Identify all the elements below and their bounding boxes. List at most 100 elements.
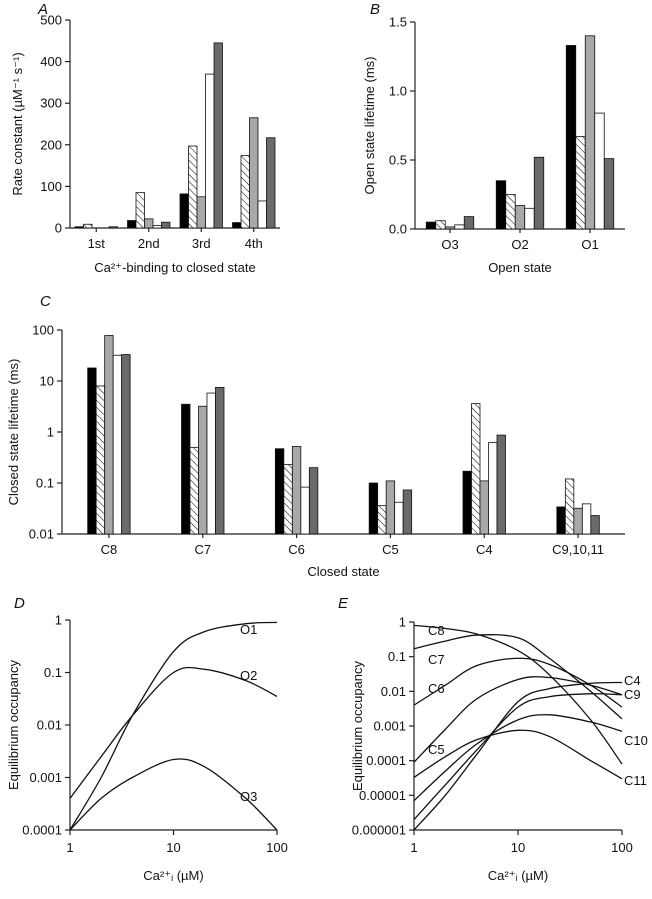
curve-label-o3: O3 xyxy=(240,789,257,804)
x-tick-label: C8 xyxy=(101,542,118,557)
bar-c-C8-s1 xyxy=(87,367,97,535)
x-tick-label: 1 xyxy=(410,840,417,855)
y-tick-label: 300 xyxy=(40,96,62,111)
bar-b-O2-s5 xyxy=(533,156,545,230)
curve-label-c4: C4 xyxy=(624,673,641,688)
panel-label: B xyxy=(370,1,380,18)
bar-c-C91011-s1 xyxy=(556,506,566,535)
curve-label-o1: O1 xyxy=(240,622,257,637)
bar-c-C91011-s5 xyxy=(590,515,600,535)
curve-c8 xyxy=(413,624,623,765)
curve-c5 xyxy=(413,676,623,763)
y-tick-label: 0.01 xyxy=(29,527,54,542)
curve-label-c5: C5 xyxy=(428,742,445,757)
x-tick-label: C4 xyxy=(476,542,493,557)
y-tick-label: 0.0001 xyxy=(366,753,406,768)
bar-c-C5-s1 xyxy=(368,482,379,535)
bar-a-3rd-s1 xyxy=(179,193,189,229)
x-axis-label: Ca²⁺ᵢ (µM) xyxy=(488,868,548,883)
x-tick-label: 100 xyxy=(611,840,633,855)
curve-o3 xyxy=(69,758,278,831)
y-tick-label: 1 xyxy=(399,615,406,630)
y-tick-label: 400 xyxy=(40,54,62,69)
curve-c10 xyxy=(413,714,623,802)
bar-b-O2-s3 xyxy=(514,205,526,230)
bar-b-O1-s4 xyxy=(594,112,605,230)
bar-c-C4-s1 xyxy=(462,470,472,535)
y-tick-label: 0.001 xyxy=(29,770,62,785)
bar-c-C7-s2 xyxy=(189,446,199,535)
bar-a-2nd-s3 xyxy=(144,218,154,229)
panel-label: A xyxy=(37,1,48,18)
x-tick-label: 2nd xyxy=(138,236,160,251)
bar-c-C4-s5 xyxy=(496,434,506,535)
bar-a-4th-s2 xyxy=(240,155,250,229)
bar-c-C5-s3 xyxy=(385,480,396,535)
x-tick-label: 100 xyxy=(266,840,288,855)
y-tick-label: 1 xyxy=(55,613,62,628)
panel-e-closed-occupancy-chart: E 0.000001 0.00001 0.0001 0.001 0.01 0.1 1 Equil… xyxy=(338,595,648,883)
curve-label-c7: C7 xyxy=(428,652,445,667)
y-tick-label: 1.5 xyxy=(389,15,407,30)
curve-label-c9: C9 xyxy=(624,687,641,702)
y-tick-label: 1.0 xyxy=(389,84,407,99)
x-axis-label: Closed state xyxy=(307,564,379,579)
bar-b-O3-s4 xyxy=(454,224,465,230)
x-tick-label: 3rd xyxy=(192,236,211,251)
x-axis-label: Open state xyxy=(488,260,552,275)
bar-c-C6-s1 xyxy=(274,448,285,535)
bar-c-C8-s5 xyxy=(121,354,131,535)
bar-a-1st-s1 xyxy=(74,226,84,229)
panel-b-open-lifetime-chart: B 0.0 0.5 1.0 1.5 Open state lifetime (ms) Ope… xyxy=(362,1,625,275)
bar-c-C5-s4 xyxy=(394,501,404,535)
bar-c-C8-s3 xyxy=(104,335,114,535)
y-tick-label: 0.5 xyxy=(389,153,407,168)
panel-c-closed-lifetime-chart: C 0.01 0.1 1 10 100 Closed state lifetime (ms)… xyxy=(6,293,625,579)
x-tick-label: 10 xyxy=(511,840,525,855)
x-axis-label: Ca²⁺ᵢ (µM) xyxy=(143,868,203,883)
bar-c-C6-s2 xyxy=(283,464,293,535)
x-tick-label: O3 xyxy=(441,237,458,252)
bar-b-O3-s1 xyxy=(425,221,437,230)
x-tick-label: O2 xyxy=(511,237,528,252)
bar-b-O2-s1 xyxy=(495,180,507,230)
y-tick-label: 0.1 xyxy=(44,665,62,680)
bar-a-1st-s2 xyxy=(83,223,93,229)
bar-a-2nd-s5 xyxy=(161,221,171,229)
x-axis-label: Ca²⁺-binding to closed state xyxy=(94,260,256,275)
bar-c-C91011-s3 xyxy=(573,507,583,535)
y-tick-label: 500 xyxy=(40,13,62,28)
panel-label: E xyxy=(338,595,349,612)
bar-c-C4-s4 xyxy=(488,442,498,535)
y-tick-label: 10 xyxy=(40,374,54,389)
curve-label-c11: C11 xyxy=(624,773,647,788)
bar-b-O1-s2 xyxy=(575,136,586,230)
bar-a-4th-s4 xyxy=(257,200,267,229)
bar-a-4th-s3 xyxy=(249,117,259,229)
panel-d-open-occupancy-chart: D 0.0001 0.001 0.01 0.1 1 Equilibrium occupanc… xyxy=(6,595,288,883)
y-axis-label: Open state lifetime (ms) xyxy=(362,57,377,195)
bar-c-C6-s3 xyxy=(291,446,302,535)
bar-a-3rd-s4 xyxy=(205,73,215,229)
y-tick-label: 0.001 xyxy=(373,719,406,734)
bar-c-C4-s2 xyxy=(471,403,481,535)
x-tick-label: C7 xyxy=(194,542,211,557)
bar-c-C91011-s4 xyxy=(581,503,592,535)
bar-b-O1-s5 xyxy=(603,158,615,230)
bar-b-O3-s5 xyxy=(463,216,475,230)
y-tick-label: 0.01 xyxy=(381,684,406,699)
panel-label: D xyxy=(14,595,25,612)
bar-b-O1-s1 xyxy=(565,45,577,230)
curve-c9 xyxy=(413,693,623,820)
y-axis-label: Equilibrium occupancy xyxy=(6,659,21,790)
curve-label-o2: O2 xyxy=(240,668,257,683)
panel-label: C xyxy=(40,293,51,310)
y-tick-label: 0.00001 xyxy=(359,788,406,803)
x-tick-label: C6 xyxy=(288,542,305,557)
curve-label-c6: C6 xyxy=(428,681,445,696)
y-axis-label: Closed state lifetime (ms) xyxy=(6,359,21,506)
x-tick-label: C9,10,11 xyxy=(552,542,604,557)
bar-a-3rd-s3 xyxy=(196,196,206,229)
bar-a-2nd-s4 xyxy=(152,225,162,229)
bar-c-C91011-s2 xyxy=(564,478,575,535)
